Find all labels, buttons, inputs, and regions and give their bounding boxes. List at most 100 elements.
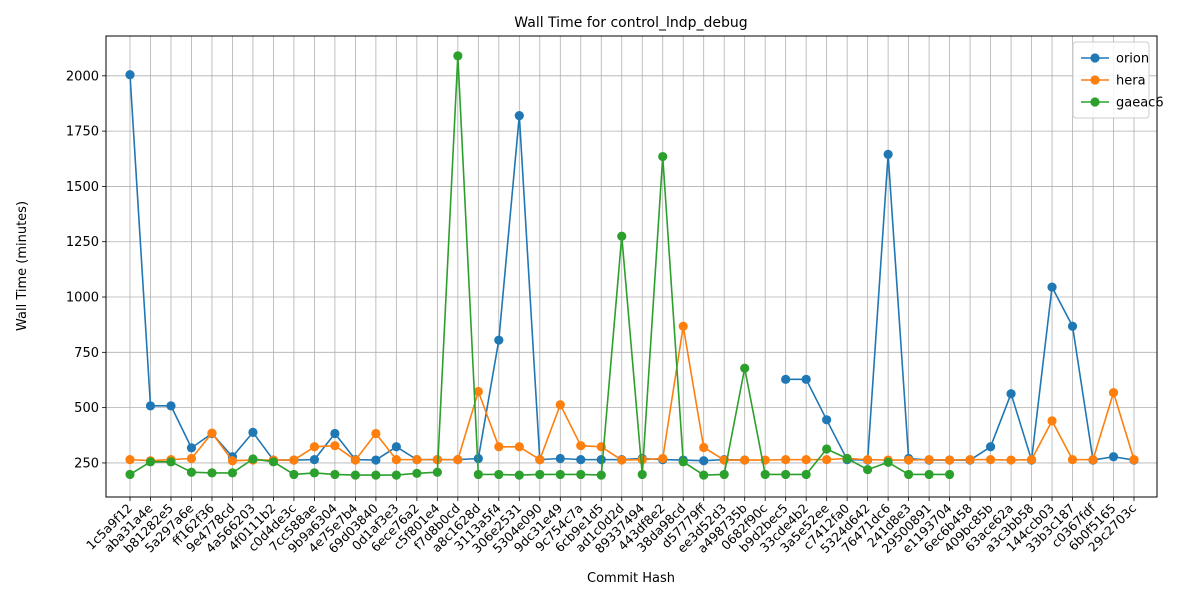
data-point (125, 455, 135, 465)
data-point (1006, 389, 1016, 399)
legend-label: hera (1116, 74, 1146, 89)
data-point (473, 469, 483, 480)
data-point (330, 469, 340, 480)
data-point (658, 453, 668, 464)
series-orion (125, 70, 1139, 466)
data-point (535, 469, 545, 480)
data-point (719, 469, 729, 480)
data-point (555, 400, 565, 410)
legend-swatch-marker (1090, 97, 1100, 107)
data-point (309, 455, 320, 465)
data-point (494, 442, 504, 452)
data-point (1108, 387, 1119, 398)
data-point (309, 468, 320, 478)
data-point (596, 455, 606, 465)
data-point (391, 455, 401, 465)
data-point (412, 455, 422, 465)
data-point (371, 470, 381, 480)
series-gaeac6 (125, 51, 955, 480)
legend-label: orion (1116, 52, 1149, 67)
data-point (350, 470, 360, 480)
data-point (371, 428, 381, 439)
data-point (125, 469, 135, 480)
data-point (330, 428, 340, 439)
data-point (576, 469, 586, 480)
y-axis-label: Wall Time (minutes) (15, 201, 30, 331)
data-point (391, 442, 401, 452)
series-line (129, 74, 1135, 462)
data-point (1129, 455, 1139, 465)
data-point (555, 469, 565, 480)
data-point (781, 455, 791, 465)
data-point (371, 455, 381, 465)
y-tick-label: 250 (74, 456, 99, 471)
data-point (514, 111, 524, 121)
data-point (760, 469, 770, 480)
data-point (781, 469, 791, 480)
data-point (391, 470, 401, 480)
y-tick-label: 1750 (66, 125, 99, 140)
y-tick-label: 1500 (66, 180, 99, 195)
data-point (473, 386, 483, 397)
data-point (330, 441, 340, 451)
data-point (494, 469, 504, 480)
y-tick-label: 2000 (66, 69, 99, 84)
chart-title: Wall Time for control_lndp_debug (514, 15, 747, 31)
data-point (186, 467, 197, 477)
data-point (412, 468, 422, 478)
data-point (1088, 455, 1098, 465)
data-point (781, 374, 791, 384)
y-tick-label: 1000 (66, 291, 99, 306)
data-point (514, 470, 524, 480)
data-point (596, 470, 606, 480)
data-point (207, 428, 217, 438)
data-point (985, 442, 996, 452)
data-point (227, 456, 238, 466)
data-point (145, 401, 156, 411)
x-axis-label: Commit Hash (587, 571, 675, 586)
data-point (309, 442, 320, 452)
data-point (166, 457, 176, 467)
data-point (678, 321, 688, 331)
data-point (822, 455, 832, 465)
legend-swatch-marker (1090, 53, 1100, 63)
data-point (965, 455, 975, 465)
data-point (453, 51, 463, 61)
data-point (289, 455, 299, 465)
data-point (699, 442, 709, 453)
data-point (699, 470, 709, 480)
data-point (166, 401, 176, 411)
data-point (248, 427, 258, 438)
data-point (883, 149, 893, 159)
data-point (576, 441, 586, 451)
data-point (904, 455, 914, 465)
data-point (822, 444, 832, 454)
data-point (350, 455, 360, 465)
series-hera (125, 321, 1139, 466)
data-point (1047, 282, 1057, 292)
legend-swatch-marker (1090, 75, 1100, 85)
data-point (740, 455, 750, 465)
data-point (801, 455, 811, 465)
data-point (1067, 321, 1078, 331)
data-point (1108, 452, 1119, 462)
data-point (617, 231, 627, 241)
data-point (186, 453, 197, 464)
data-point (1026, 455, 1037, 465)
data-point (801, 469, 811, 480)
legend: orion hera gaeac6 (1072, 41, 1164, 119)
data-point (535, 455, 545, 465)
data-point (924, 469, 934, 480)
data-point (678, 457, 688, 467)
data-point (842, 453, 852, 464)
data-point (822, 415, 832, 425)
data-point (924, 455, 934, 465)
data-point (617, 455, 627, 465)
data-point (863, 455, 873, 465)
data-point (637, 469, 647, 480)
y-axis-ticks: 250 500 750 1000 1250 1500 1750 2000 (66, 69, 106, 471)
data-point (227, 468, 238, 478)
data-point (985, 455, 996, 465)
data-point (268, 457, 279, 467)
